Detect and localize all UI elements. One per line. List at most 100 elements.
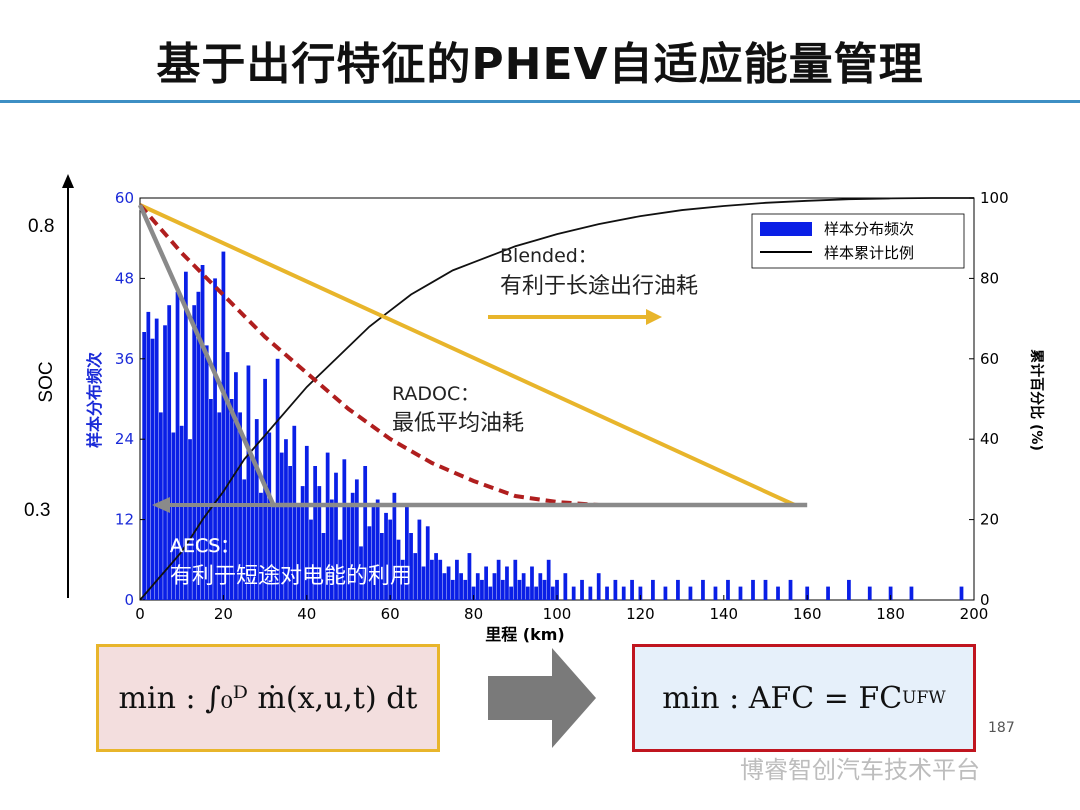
bar xyxy=(259,492,263,600)
bar xyxy=(959,586,964,600)
bar xyxy=(250,459,255,600)
bar xyxy=(200,265,205,600)
bar xyxy=(651,579,655,600)
bar xyxy=(142,332,147,600)
bar xyxy=(521,573,526,600)
bar xyxy=(613,579,618,600)
strategy-layer xyxy=(137,203,808,508)
bar xyxy=(867,586,872,600)
bar xyxy=(826,586,830,600)
bar xyxy=(279,452,284,600)
bar xyxy=(455,559,459,600)
formula-right-main: min : AFC = FC xyxy=(662,680,903,716)
bar xyxy=(538,573,543,600)
y-right-tick-label: 40 xyxy=(980,430,999,448)
bar xyxy=(847,579,851,600)
x-tick-label: 80 xyxy=(464,605,483,623)
bar xyxy=(475,573,480,600)
bar xyxy=(417,519,422,600)
y-axis-left-title: 样本分布频次 xyxy=(85,352,104,448)
bar xyxy=(776,586,780,600)
soc-axis: SOC 0.8 0.3 xyxy=(24,174,74,598)
bar xyxy=(325,452,330,600)
bar xyxy=(496,559,501,600)
bar xyxy=(471,586,476,600)
transition-arrow xyxy=(488,648,596,748)
bar xyxy=(630,579,634,600)
bar xyxy=(154,318,159,600)
bar xyxy=(292,425,297,600)
page-number: 187 xyxy=(988,720,1015,736)
bar xyxy=(396,539,401,600)
legend-label-bars: 样本分布频次 xyxy=(824,220,914,238)
strategy-curve-aecs xyxy=(137,204,808,508)
bar xyxy=(400,559,405,600)
bar xyxy=(288,466,292,600)
y-right-tick-label: 100 xyxy=(980,189,1009,207)
bar xyxy=(505,566,509,600)
bar xyxy=(284,439,288,600)
x-tick-label: 120 xyxy=(626,605,655,623)
bar xyxy=(534,586,539,600)
x-tick-label: 60 xyxy=(381,605,400,623)
x-tick-label: 180 xyxy=(876,605,905,623)
y-left-tick-label: 48 xyxy=(115,269,134,287)
bar xyxy=(580,579,584,600)
bar xyxy=(909,586,914,600)
y-right-tick-label: 60 xyxy=(980,350,999,368)
bar xyxy=(588,586,593,600)
bar xyxy=(446,566,451,600)
bar xyxy=(150,338,155,600)
bar xyxy=(517,579,522,600)
bar xyxy=(146,311,151,600)
bar xyxy=(342,459,347,600)
bar xyxy=(430,559,434,600)
bar xyxy=(676,579,680,600)
formula-left: min : ∫₀ᴰ ṁ(x,u,t) dt xyxy=(118,680,418,716)
bar xyxy=(513,559,518,600)
bar xyxy=(550,586,555,600)
bar xyxy=(563,573,568,600)
bar xyxy=(167,305,172,600)
x-axis-title: 里程 (km) xyxy=(485,625,565,644)
bar xyxy=(571,586,576,600)
bar xyxy=(234,372,238,600)
bar xyxy=(371,506,376,600)
bar xyxy=(492,573,497,600)
bar xyxy=(788,579,793,600)
bar xyxy=(275,358,280,600)
bar xyxy=(726,579,730,600)
y-left-tick-label: 0 xyxy=(124,591,134,609)
x-tick-label: 160 xyxy=(793,605,822,623)
formula-right-subscript: UFW xyxy=(902,688,946,708)
y-left-tick-label: 12 xyxy=(115,511,134,529)
title-divider xyxy=(0,100,1080,103)
cumulative-line xyxy=(139,197,974,601)
bar xyxy=(751,579,755,600)
x-tick-label: 0 xyxy=(135,605,145,623)
aecs-arrow xyxy=(152,497,272,513)
aecs-desc: 有利于短途对电能的利用 xyxy=(170,564,412,589)
bar xyxy=(363,466,368,600)
bar xyxy=(267,432,272,600)
bar xyxy=(192,305,197,600)
bar xyxy=(480,579,484,600)
bar xyxy=(500,579,505,600)
x-tick-label: 140 xyxy=(709,605,738,623)
y-right-tick-label: 20 xyxy=(980,511,999,529)
bar xyxy=(242,479,247,600)
x-tick-label: 200 xyxy=(960,605,989,623)
bar xyxy=(246,365,251,600)
soc-axis-label: SOC xyxy=(36,361,57,402)
bar xyxy=(605,586,609,600)
bar xyxy=(183,271,188,600)
bar xyxy=(179,425,184,600)
y-left-tick-label: 36 xyxy=(115,350,134,368)
bar xyxy=(313,466,318,600)
bar xyxy=(213,278,217,600)
bar xyxy=(392,492,397,600)
bar xyxy=(334,472,338,600)
bar xyxy=(379,533,384,600)
chart-legend: 样本分布频次 样本累计比例 xyxy=(751,213,965,269)
